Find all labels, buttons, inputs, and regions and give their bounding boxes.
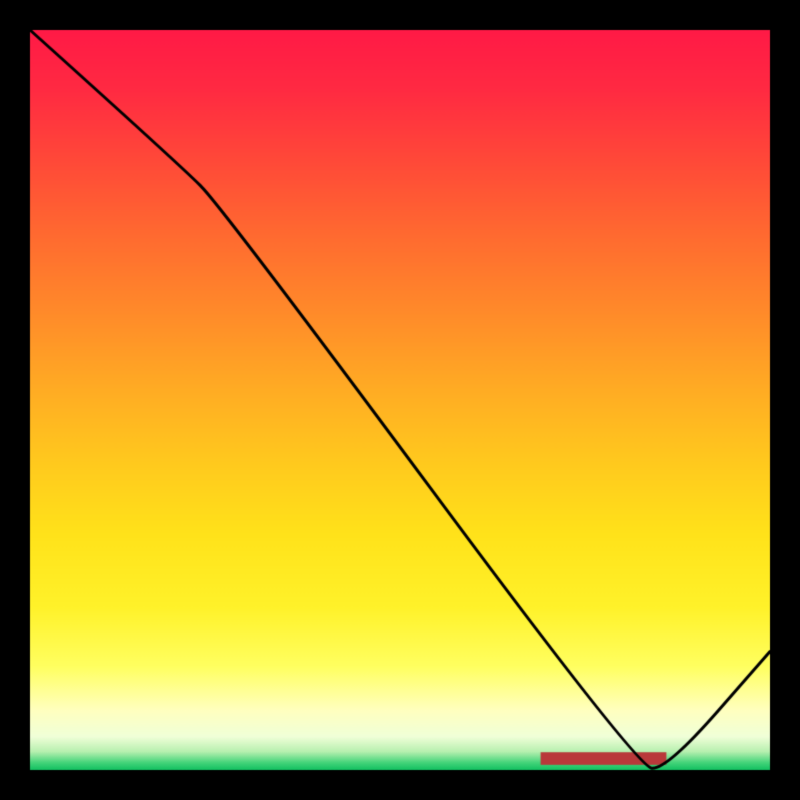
bottleneck-chart bbox=[0, 0, 800, 800]
